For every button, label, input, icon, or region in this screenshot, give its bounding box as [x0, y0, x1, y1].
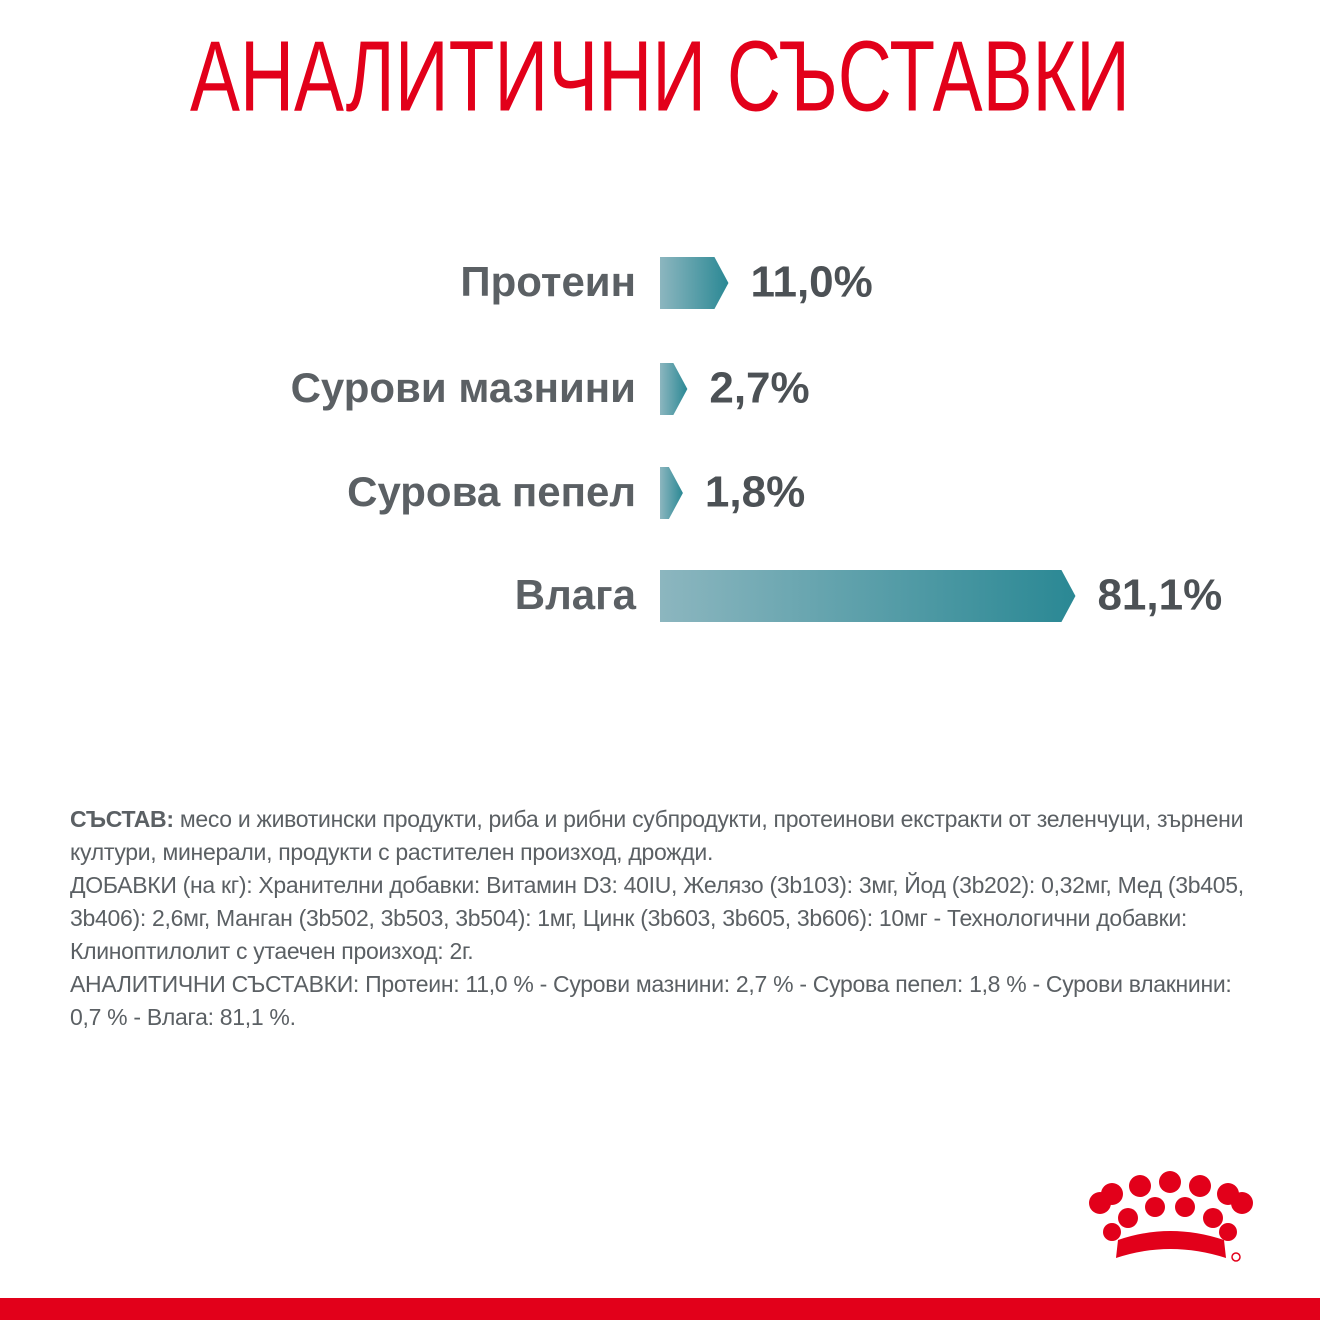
additives: ДОБАВКИ (на кг): Хранителни добавки: Вит… [70, 872, 1244, 964]
category-label: Сурова пепел [347, 468, 636, 515]
bar [660, 570, 1076, 622]
chart-title: АНАЛИТИЧНИ СЪСТАВКИ [190, 20, 1130, 132]
value-label: 11,0% [750, 258, 872, 307]
analytical: АНАЛИТИЧНИ СЪСТАВКИ: Протеин: 11,0 % - С… [70, 971, 1232, 1030]
category-label: Влага [515, 571, 637, 618]
composition-label: СЪСТАВ: [70, 806, 174, 832]
bar [660, 363, 688, 415]
composition-text: месо и животински продукти, риба и рибни… [70, 806, 1244, 865]
category-label: Протеин [460, 258, 636, 305]
bar [660, 257, 729, 309]
value-label: 81,1% [1097, 571, 1222, 620]
value-label: 2,7% [709, 364, 809, 413]
composition: СЪСТАВ: месо и животински продукти, риба… [70, 803, 1250, 1034]
bottom-band [0, 1298, 1320, 1320]
value-label: 1,8% [705, 468, 805, 517]
category-label: Сурови мазнини [291, 364, 636, 411]
bar [660, 467, 683, 519]
logo [1089, 1171, 1253, 1262]
